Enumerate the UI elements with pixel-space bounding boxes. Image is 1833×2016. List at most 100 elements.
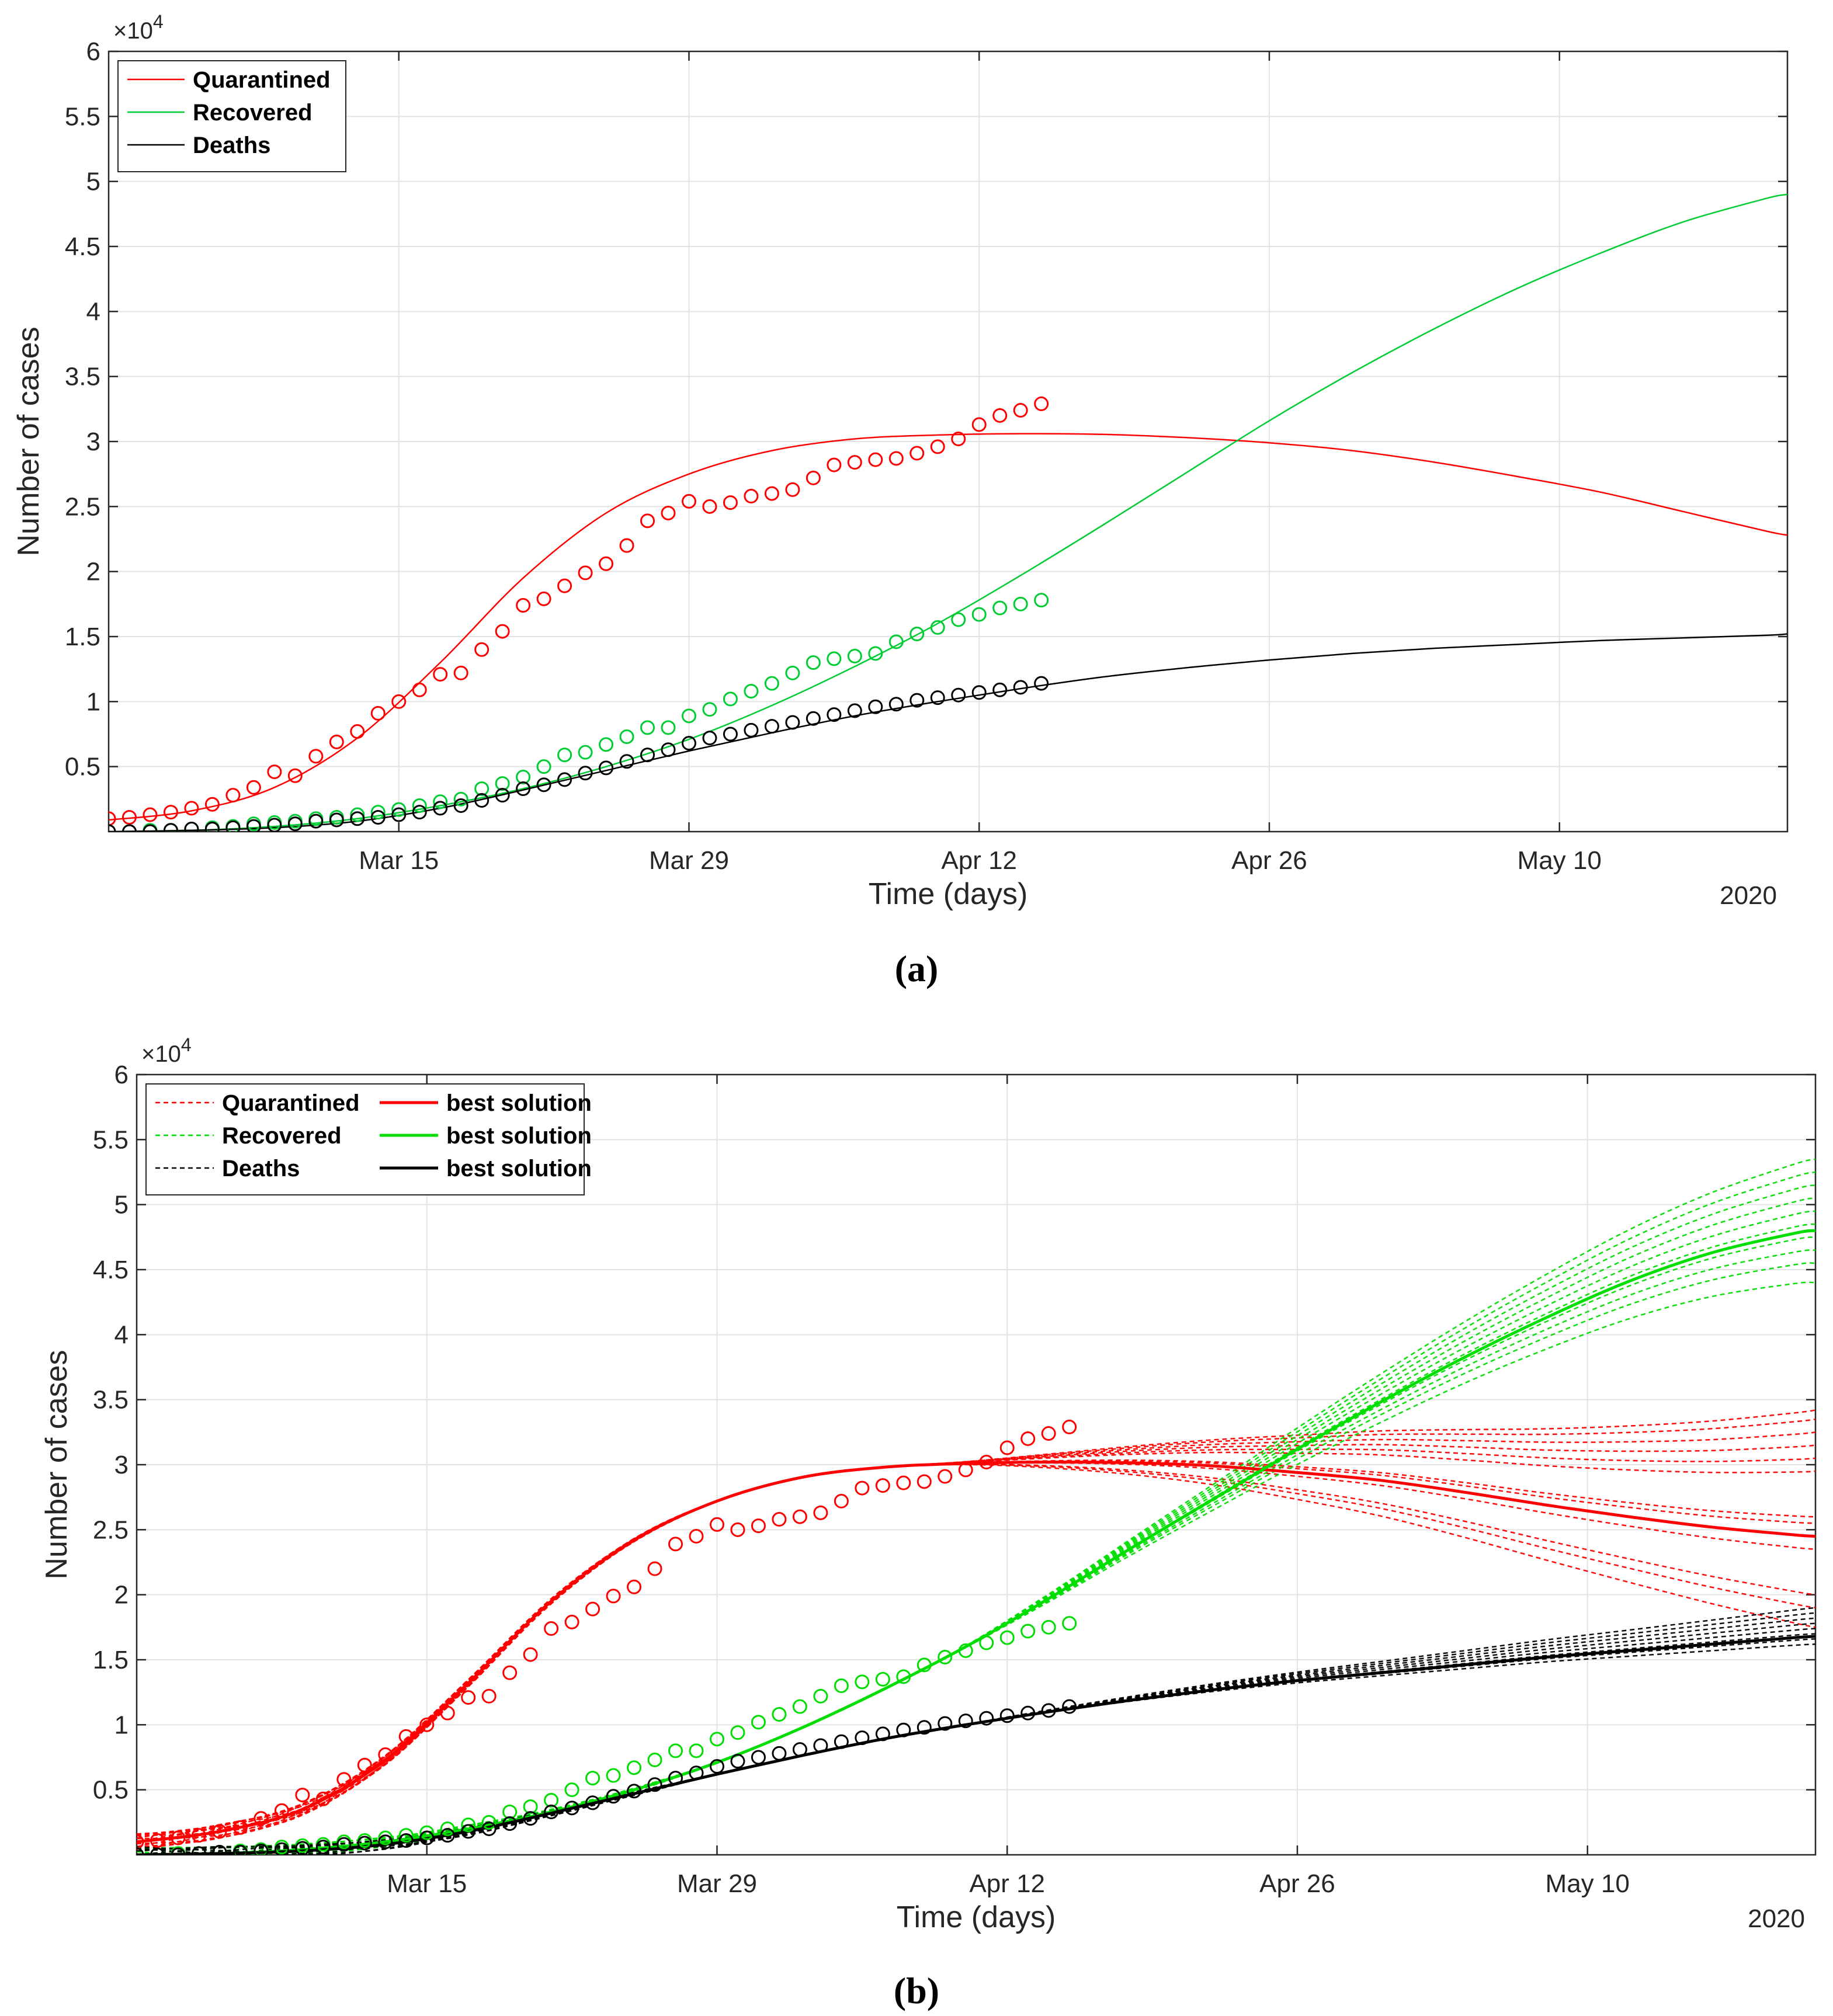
- data-point: [412, 798, 427, 813]
- data-point: [461, 1824, 476, 1839]
- data-point: [1062, 1616, 1077, 1631]
- data-point: [606, 1589, 621, 1604]
- data-point: [930, 439, 945, 454]
- series-line-quarantined: [109, 433, 1787, 821]
- data-point: [391, 807, 407, 822]
- data-point: [1034, 396, 1049, 411]
- data-point: [896, 1722, 911, 1737]
- legend-label: Deaths: [193, 133, 270, 158]
- plot-layer: [137, 1158, 1815, 1855]
- data-point: [834, 1678, 849, 1694]
- data-point: [764, 719, 779, 734]
- data-point: [599, 556, 614, 571]
- observed-quarantined: [137, 1419, 1077, 1850]
- data-point: [225, 820, 241, 832]
- data-point: [433, 667, 448, 682]
- year-label: 2020: [1720, 881, 1777, 910]
- data-point: [681, 736, 696, 751]
- data-point: [412, 805, 427, 820]
- data-point: [723, 495, 738, 510]
- data-point: [453, 798, 468, 813]
- data-point: [246, 819, 261, 832]
- data-point: [668, 1771, 683, 1786]
- y-tick-label: 2: [86, 558, 100, 586]
- x-axis-label: Time (days): [869, 877, 1028, 911]
- data-point: [744, 684, 759, 699]
- data-point: [523, 1647, 538, 1662]
- data-point: [888, 451, 904, 466]
- data-point: [495, 776, 510, 791]
- panel-b-caption: (b): [894, 1970, 939, 2011]
- data-point: [461, 1817, 476, 1833]
- data-point: [544, 1805, 559, 1820]
- data-point: [668, 1537, 683, 1552]
- data-point: [502, 1816, 518, 1831]
- data-point: [412, 682, 427, 697]
- axes: Mar 15 Mar 29 Apr 12 Apr 26 May 10 0.5 1 1.5 2 2.…: [40, 1034, 1815, 1934]
- data-point: [481, 1688, 497, 1704]
- data-point: [930, 620, 945, 635]
- x-tick-label: Apr 26: [1259, 1869, 1335, 1898]
- y-tick-label: 1: [86, 687, 100, 716]
- data-point: [419, 1717, 435, 1732]
- data-point: [453, 791, 468, 807]
- data-point: [647, 1752, 662, 1767]
- data-point: [1013, 403, 1028, 418]
- data-point: [958, 1713, 973, 1729]
- data-point: [751, 1518, 766, 1534]
- data-point: [564, 1801, 579, 1816]
- data-point: [751, 1715, 766, 1730]
- legend: Quarantined Recovered Deaths: [117, 60, 346, 172]
- data-point: [992, 408, 1008, 423]
- data-point: [585, 1601, 600, 1617]
- data-point: [461, 1690, 476, 1705]
- data-point: [295, 1788, 310, 1803]
- data-point: [578, 766, 593, 781]
- data-point: [1013, 680, 1028, 695]
- data-point: [999, 1708, 1015, 1723]
- data-point: [772, 1512, 787, 1527]
- data-point: [785, 715, 800, 730]
- data-point: [689, 1743, 704, 1758]
- data-point: [544, 1792, 559, 1808]
- data-point: [212, 1845, 227, 1855]
- data-point: [1020, 1431, 1036, 1446]
- data-point: [1041, 1703, 1056, 1718]
- ensemble-line-quarantined: [137, 1460, 1815, 1837]
- data-point: [709, 1732, 724, 1747]
- data-point: [619, 729, 634, 744]
- data-point: [888, 697, 904, 712]
- data-point: [329, 812, 344, 828]
- x-tick-label: Mar 15: [387, 1869, 467, 1898]
- data-point: [938, 1650, 953, 1665]
- data-point: [689, 1765, 704, 1781]
- data-point: [916, 1474, 932, 1489]
- legend-label: best solution: [446, 1123, 592, 1149]
- data-point: [730, 1725, 745, 1740]
- data-point: [909, 446, 925, 461]
- data-point: [184, 822, 199, 832]
- y-tick-label: 3: [86, 427, 100, 456]
- data-point: [958, 1462, 973, 1478]
- data-point: [640, 513, 655, 529]
- data-point: [391, 802, 407, 817]
- y-axis-label: Number of cases: [12, 326, 46, 556]
- ensemble-line-recovered: [288, 1249, 1815, 1855]
- data-point: [619, 754, 634, 769]
- data-point: [308, 814, 324, 829]
- data-point: [295, 1841, 310, 1855]
- data-point: [1041, 1619, 1056, 1635]
- y-tick-label: 5.5: [65, 102, 100, 131]
- data-point: [440, 1705, 455, 1720]
- data-point: [999, 1630, 1015, 1645]
- data-point: [640, 720, 655, 735]
- data-point: [1062, 1699, 1077, 1714]
- y-tick-label: 4: [114, 1320, 129, 1349]
- data-point: [516, 781, 531, 797]
- data-point: [702, 731, 717, 746]
- data-point: [137, 1834, 144, 1850]
- data-point: [171, 1830, 186, 1845]
- data-point: [357, 1757, 372, 1772]
- y-tick-label: 1.5: [93, 1646, 129, 1674]
